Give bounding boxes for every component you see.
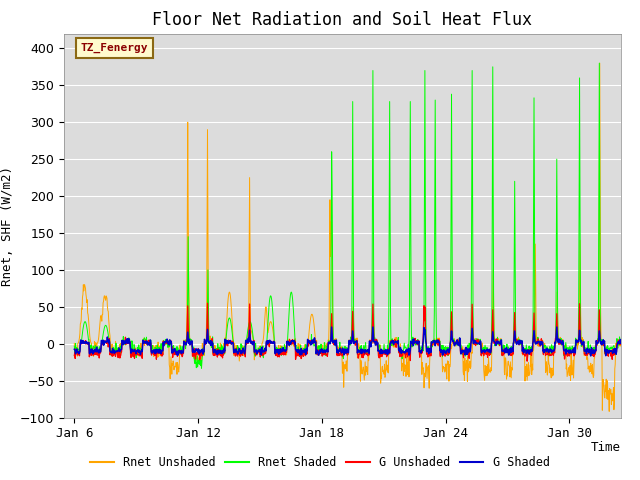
Y-axis label: Rnet, SHF (W/m2): Rnet, SHF (W/m2): [1, 166, 14, 286]
Title: Floor Net Radiation and Soil Heat Flux: Floor Net Radiation and Soil Heat Flux: [152, 11, 532, 29]
Legend: Rnet Unshaded, Rnet Shaded, G Unshaded, G Shaded: Rnet Unshaded, Rnet Shaded, G Unshaded, …: [85, 452, 555, 474]
Text: TZ_Fenergy: TZ_Fenergy: [81, 43, 148, 53]
Text: Time: Time: [591, 441, 621, 454]
